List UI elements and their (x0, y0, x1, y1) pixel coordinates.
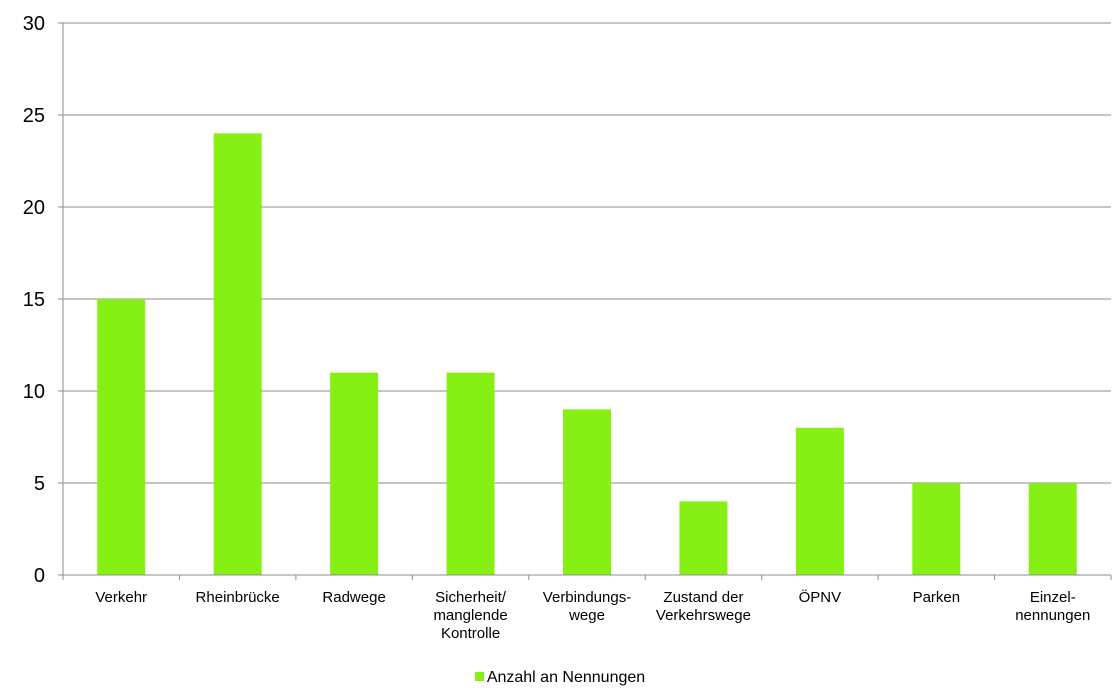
y-tick-label: 5 (34, 473, 45, 495)
y-tick-label: 15 (23, 289, 45, 311)
bar (912, 483, 961, 575)
x-axis-labels: Verkehr Rheinbrücke Radwege Sicherheit/mang… (95, 588, 1090, 642)
x-tick-label: Zustand der Verkehrswege (656, 589, 751, 624)
bar (563, 409, 611, 575)
y-tick-label: 10 (23, 381, 45, 403)
x-tick-label: Radwege (322, 589, 385, 606)
bars (97, 133, 1077, 575)
bar (97, 299, 146, 575)
legend: Anzahl an Nennungen (0, 668, 1120, 688)
y-tick-label: 20 (23, 197, 45, 219)
bar (679, 501, 728, 575)
legend-label: Anzahl an Nennungen (486, 669, 646, 686)
x-tick-label: Verkehr (95, 589, 147, 606)
y-axis-ticks: 0 5 10 15 20 25 30 (23, 13, 63, 587)
legend-swatch (474, 672, 484, 682)
x-tick-label: Verbindungs-wege (543, 589, 631, 624)
bar (213, 133, 262, 575)
x-tick-label: ÖPNV (799, 588, 842, 606)
x-tick-label: Rheinbrücke (196, 589, 280, 606)
bar (446, 372, 495, 575)
y-tick-label: 30 (23, 13, 45, 35)
x-tick-label: Parken (913, 589, 961, 606)
y-tick-label: 0 (34, 565, 45, 587)
y-tick-label: 25 (23, 105, 45, 127)
x-tick-label: Sicherheit/manglende Kontrolle (433, 589, 507, 642)
axes (62, 23, 1112, 580)
bar (795, 427, 844, 575)
bar (330, 372, 379, 575)
x-tick-label: Einzel-nennungen (1015, 589, 1090, 624)
bar (1028, 483, 1077, 575)
